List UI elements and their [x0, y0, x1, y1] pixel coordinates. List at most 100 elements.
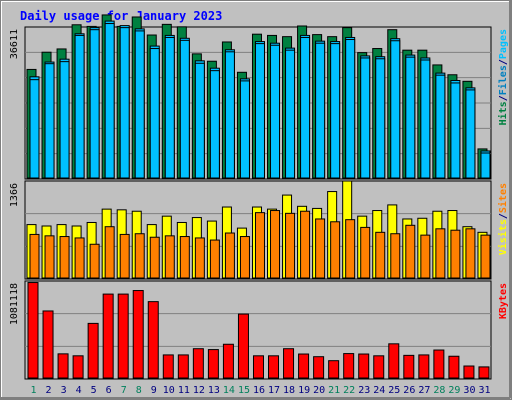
- day-label: 20: [313, 385, 325, 396]
- bar-pages-day-20: [315, 42, 326, 179]
- day-label: 18: [283, 385, 295, 396]
- bar-kbytes-day-13: [207, 349, 219, 379]
- bar-sites-day-19: [300, 210, 311, 279]
- bar-sites-day-30: [465, 228, 476, 279]
- legend-separator: /: [498, 213, 509, 219]
- bar-kbytes-day-16: [252, 355, 264, 379]
- bar-sites-day-9: [149, 236, 160, 279]
- bar-sites-day-12: [194, 237, 205, 279]
- day-label: 8: [136, 385, 142, 396]
- day-label: 11: [178, 385, 190, 396]
- bar-kbytes-day-28: [433, 349, 445, 379]
- bar-pages-day-11: [179, 39, 190, 179]
- legend-separator: /: [498, 59, 509, 65]
- day-label: 12: [193, 385, 205, 396]
- legend-entry-hits: Hits: [497, 101, 509, 125]
- bar-kbytes-day-26: [403, 354, 415, 379]
- bar-pages-day-15: [239, 80, 250, 179]
- bar-pages-day-7: [119, 27, 130, 179]
- bar-pages-day-24: [375, 58, 386, 179]
- bar-sites-day-14: [224, 232, 235, 279]
- bar-sites-day-21: [330, 221, 341, 279]
- bar-kbytes-day-29: [448, 355, 460, 379]
- y-axis-max-label: 1366: [9, 183, 20, 207]
- day-label: 3: [61, 385, 67, 396]
- bar-sites-day-2: [44, 235, 55, 279]
- series-pages: [29, 23, 491, 179]
- bar-sites-day-15: [239, 236, 250, 279]
- bar-kbytes-day-15: [237, 313, 249, 379]
- bar-sites-day-31: [480, 234, 491, 279]
- day-label: 25: [388, 385, 400, 396]
- day-labels: 1 2 3 4 5 6 7 8 9 10 11 12 13 14 15 16 17 18 19 20 21 22 23 24 2…: [31, 385, 491, 396]
- day-label: 5: [91, 385, 97, 396]
- bar-kbytes-day-2: [42, 310, 54, 379]
- bar-pages-day-1: [29, 79, 40, 179]
- day-label: 1: [31, 385, 37, 396]
- bar-sites-day-17: [270, 210, 281, 279]
- bar-pages-day-22: [345, 39, 356, 179]
- series-sites: [29, 210, 491, 279]
- bar-kbytes-day-8: [132, 290, 144, 379]
- bar-kbytes-day-9: [147, 301, 159, 379]
- day-label: 2: [46, 385, 52, 396]
- bar-sites-day-29: [450, 229, 461, 279]
- y-axis-max-label: 36611: [9, 29, 20, 59]
- legend-separator: /: [498, 95, 509, 101]
- bar-kbytes-day-7: [117, 293, 129, 379]
- bar-kbytes-day-14: [222, 343, 234, 379]
- legend-visits-sites: Visits/Sites: [497, 183, 509, 255]
- day-label: 10: [163, 385, 175, 396]
- day-label: 7: [121, 385, 127, 396]
- day-label: 6: [106, 385, 112, 396]
- bar-sites-day-13: [209, 239, 220, 279]
- bar-pages-day-18: [285, 49, 296, 179]
- bar-pages-day-30: [465, 89, 476, 179]
- day-label: 17: [268, 385, 280, 396]
- bar-sites-day-16: [254, 212, 265, 279]
- bar-pages-day-29: [450, 82, 461, 179]
- bar-pages-day-4: [74, 34, 85, 179]
- day-label: 27: [418, 385, 430, 396]
- bar-kbytes-day-20: [313, 356, 325, 379]
- legend-hits-files-pages: Hits/Files/Pages: [497, 29, 509, 125]
- bar-sites-day-10: [164, 235, 175, 279]
- bar-kbytes-day-4: [72, 355, 84, 379]
- bar-kbytes-day-10: [162, 354, 174, 379]
- bar-sites-day-28: [435, 228, 446, 279]
- day-label: 15: [238, 385, 250, 396]
- bar-pages-day-21: [330, 43, 341, 179]
- bar-kbytes-day-27: [418, 354, 430, 379]
- legend-entry-kbytes: KBytes: [498, 283, 509, 319]
- bar-kbytes-day-25: [388, 343, 400, 379]
- bar-pages-day-14: [224, 51, 235, 179]
- bar-pages-day-25: [390, 40, 401, 179]
- bar-kbytes-day-17: [268, 355, 280, 379]
- bar-kbytes-day-18: [283, 348, 295, 379]
- chart-title: Daily usage for January 2023: [20, 9, 222, 23]
- bar-sites-day-5: [89, 243, 100, 279]
- bar-sites-day-26: [405, 224, 416, 279]
- bar-pages-day-23: [360, 57, 371, 179]
- bar-sites-day-18: [285, 212, 296, 279]
- bar-sites-day-22: [345, 219, 356, 279]
- bar-pages-day-31: [480, 152, 491, 179]
- bar-pages-day-10: [164, 36, 175, 179]
- bar-kbytes-day-3: [57, 353, 69, 379]
- bar-kbytes-day-21: [328, 360, 340, 379]
- bar-pages-day-27: [420, 59, 431, 179]
- bar-pages-day-3: [59, 61, 70, 179]
- bar-pages-day-17: [270, 44, 281, 179]
- bar-sites-day-23: [360, 226, 371, 279]
- bar-sites-day-11: [179, 236, 190, 279]
- bar-pages-day-19: [300, 36, 311, 179]
- panel-hits-files-pages: 36611 Hits/Files/Pages: [9, 14, 509, 180]
- bar-sites-day-4: [74, 237, 85, 279]
- bar-pages-day-8: [134, 30, 145, 179]
- bar-kbytes-day-24: [373, 355, 385, 379]
- bar-kbytes-day-1: [27, 282, 39, 379]
- legend-kbytes: KBytes: [498, 283, 509, 319]
- panel-visits-sites: 1366 Visits/Sites: [9, 180, 509, 280]
